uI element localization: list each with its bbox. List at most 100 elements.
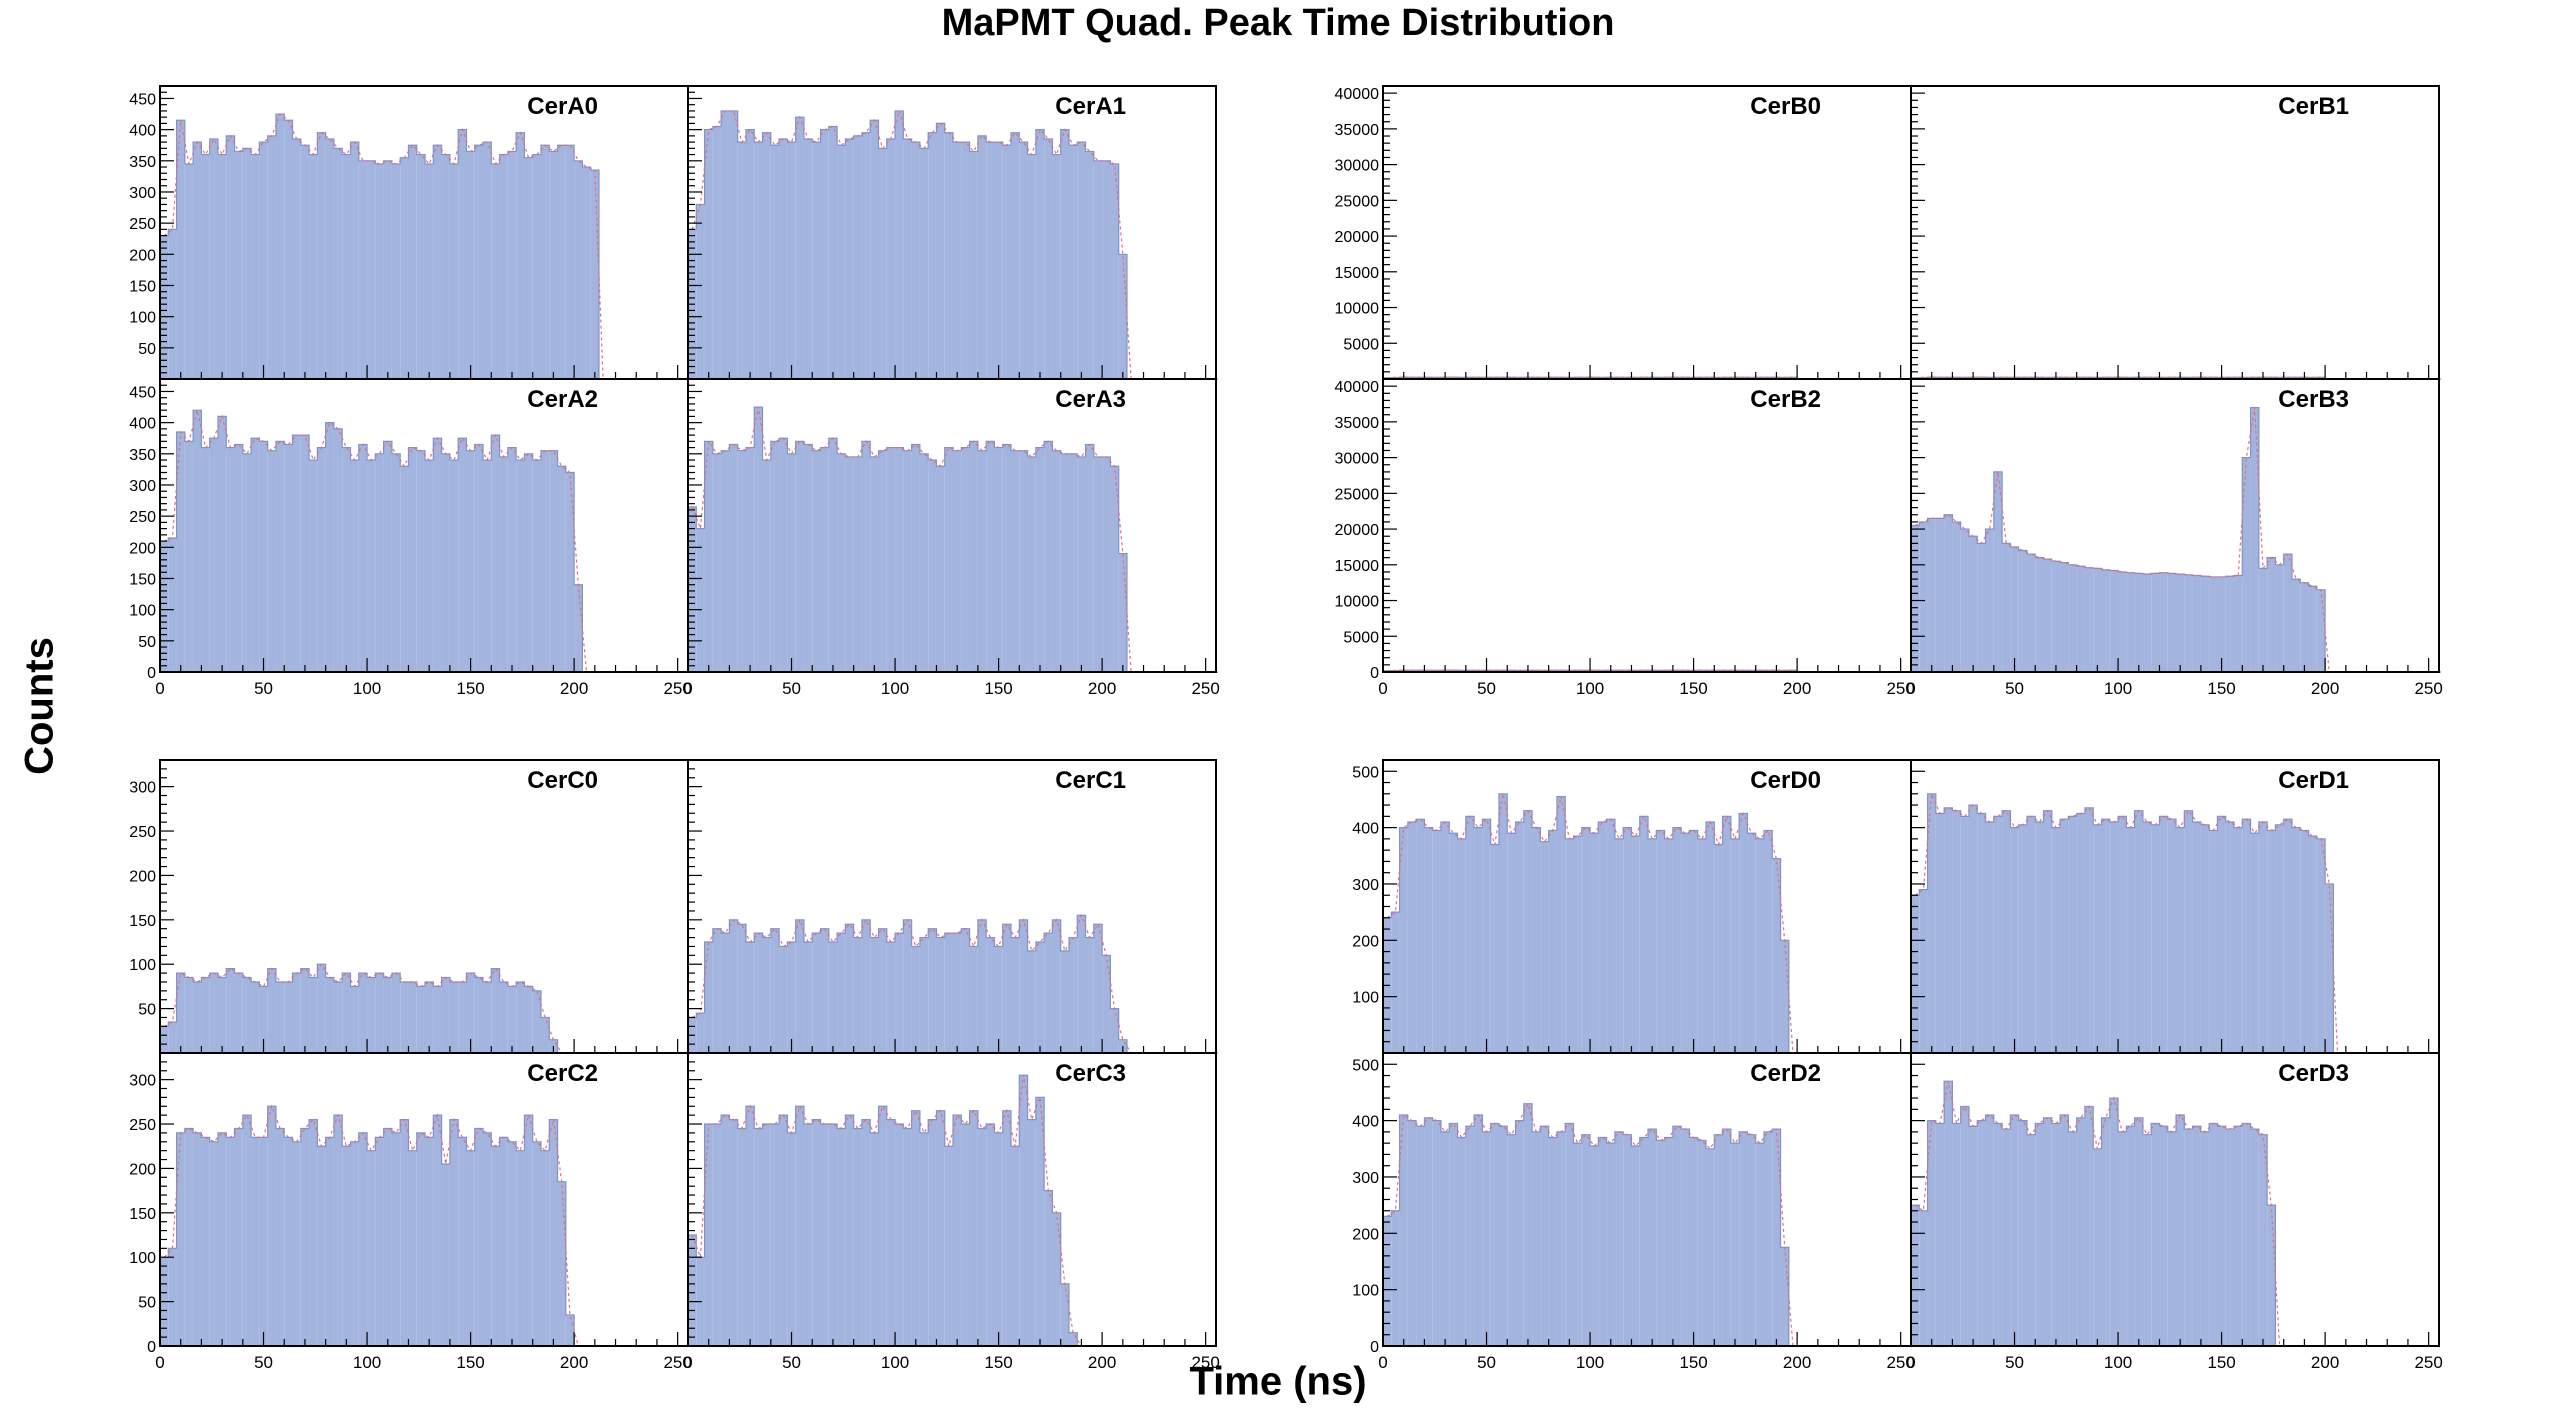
bar [350, 142, 359, 379]
bar [449, 1119, 459, 1346]
bar [300, 968, 310, 1053]
bar [2093, 568, 2102, 672]
bar [1960, 529, 1969, 672]
bar [2308, 836, 2317, 1053]
bar [292, 435, 301, 672]
bar [737, 142, 746, 379]
bar [2184, 1129, 2193, 1346]
bar [317, 132, 326, 379]
bar [2018, 550, 2027, 672]
bar [1068, 453, 1078, 672]
bar [2258, 821, 2268, 1053]
bar [936, 123, 945, 379]
bar [2035, 821, 2044, 1053]
bar [2258, 1134, 2268, 1346]
bar [1507, 1134, 1516, 1346]
bar [2283, 819, 2292, 1053]
bar [1664, 1137, 1673, 1346]
bar [944, 447, 954, 672]
bar [1664, 838, 1673, 1053]
bar [745, 1106, 755, 1346]
bar [2316, 589, 2326, 672]
bar [1747, 1134, 1756, 1346]
bar [953, 933, 962, 1053]
bar [1960, 816, 1969, 1053]
x-tick-label: 200 [1088, 679, 1116, 698]
y-tick-label: 35000 [1335, 415, 1380, 432]
bar [474, 1128, 484, 1346]
bar [491, 1146, 500, 1346]
bar [2068, 1131, 2077, 1346]
fit-curve [1387, 376, 1909, 380]
bar [986, 1124, 995, 1346]
panel-label: CerC3 [1055, 1060, 1126, 1087]
bar [333, 148, 343, 379]
bar [441, 977, 450, 1053]
panel-frame [1910, 378, 2440, 673]
bar [193, 142, 202, 379]
bar [1002, 145, 1012, 379]
bar [1935, 813, 1945, 1053]
bar [2002, 1129, 2011, 1346]
bar [737, 1128, 746, 1346]
bar [2167, 819, 2177, 1053]
bar [812, 1119, 821, 1346]
bar [1639, 1137, 1649, 1346]
bar [532, 1141, 541, 1346]
bar [837, 933, 846, 1053]
bar [745, 447, 755, 672]
bar [1391, 1210, 1400, 1346]
bar [820, 1124, 829, 1346]
bar [2176, 827, 2185, 1053]
bar [1011, 937, 1020, 1053]
bar [977, 135, 987, 379]
bar [1581, 1134, 1591, 1346]
bar [1019, 450, 1028, 672]
bar [1068, 1332, 1078, 1346]
bar [1490, 844, 1499, 1053]
panel-cerb2: 5000100001500020000250003000035000400000… [1335, 378, 1915, 698]
bar [2159, 572, 2168, 672]
bar [1027, 154, 1036, 379]
panel-frame [1910, 85, 2440, 380]
bar [226, 968, 235, 1053]
bar [969, 151, 978, 379]
x-tick-label: 0 [683, 679, 692, 698]
bar [1432, 830, 1441, 1053]
bar [358, 1132, 368, 1346]
bar [986, 142, 995, 379]
bar [1927, 793, 1936, 1053]
bar [1755, 838, 1764, 1053]
bar [2018, 1120, 2027, 1346]
bar [936, 466, 945, 672]
y-tick-label: 5000 [1343, 629, 1379, 646]
bar [1440, 821, 1450, 1053]
bar [721, 110, 730, 380]
bar [251, 1137, 260, 1346]
bar [928, 928, 937, 1053]
bar [2026, 816, 2036, 1053]
bar [2093, 1148, 2102, 1346]
y-tick-label: 20000 [1335, 522, 1380, 539]
bar [1110, 163, 1119, 379]
bar [234, 1128, 243, 1346]
bar [416, 986, 426, 1053]
bar [2234, 575, 2243, 672]
bar [2200, 1131, 2210, 1346]
bar [2060, 562, 2069, 672]
x-tick-label: 0 [155, 679, 164, 698]
panel-label: CerB0 [1750, 93, 1821, 120]
bar [333, 428, 343, 672]
bar [895, 933, 904, 1053]
x-tick-label: 0 [155, 1353, 164, 1372]
fit-curve [1914, 1081, 2396, 1347]
bar [2018, 824, 2027, 1053]
x-tick-label: 150 [1679, 679, 1707, 698]
bar [375, 1137, 384, 1346]
x-tick-label: 0 [1906, 679, 1915, 698]
x-tick-label: 200 [560, 679, 588, 698]
bar [168, 229, 177, 379]
bar [1927, 1120, 1936, 1346]
bar [1993, 816, 2003, 1053]
bar [770, 928, 780, 1053]
